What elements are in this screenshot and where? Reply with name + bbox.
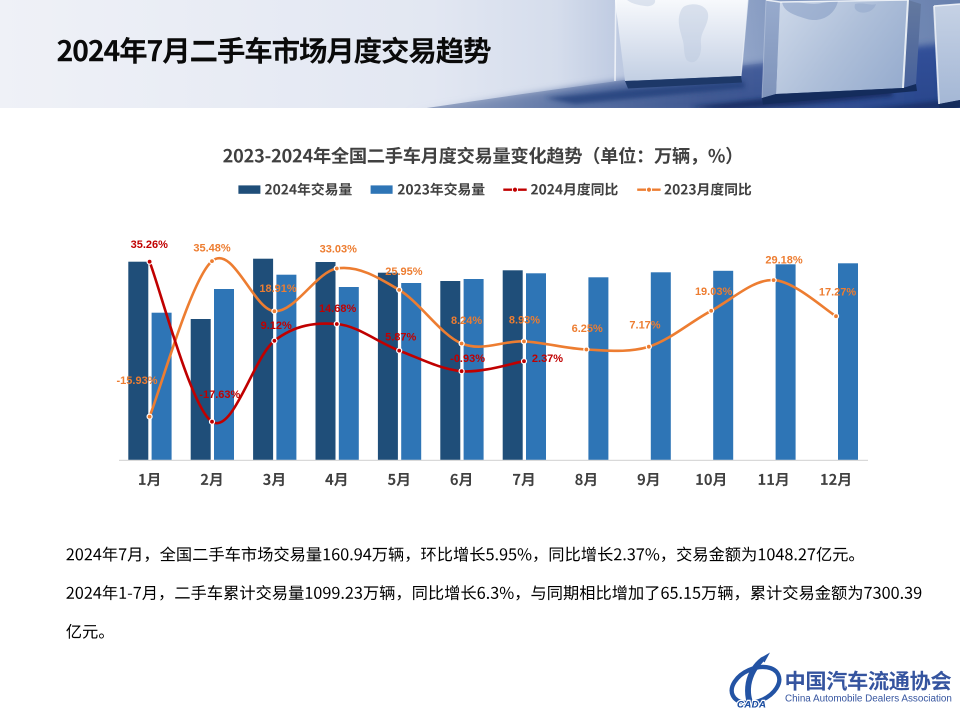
svg-text:-17.63%: -17.63% bbox=[199, 389, 240, 401]
svg-text:-15.93%: -15.93% bbox=[117, 375, 158, 387]
svg-text:CADA: CADA bbox=[737, 700, 766, 711]
svg-text:18.91%: 18.91% bbox=[259, 283, 297, 295]
svg-text:17.27%: 17.27% bbox=[819, 287, 857, 299]
svg-text:19.03%: 19.03% bbox=[695, 286, 733, 298]
svg-text:29.18%: 29.18% bbox=[765, 255, 803, 267]
svg-text:7.17%: 7.17% bbox=[629, 320, 660, 332]
svg-text:14.68%: 14.68% bbox=[319, 303, 357, 315]
svg-text:8.24%: 8.24% bbox=[451, 315, 482, 327]
svg-text:25.95%: 25.95% bbox=[385, 266, 423, 278]
svg-text:35.26%: 35.26% bbox=[131, 239, 169, 251]
svg-text:2.37%: 2.37% bbox=[532, 353, 563, 365]
svg-text:CADA: CADA bbox=[737, 700, 766, 711]
svg-text:5.87%: 5.87% bbox=[385, 331, 416, 343]
svg-text:33.03%: 33.03% bbox=[320, 244, 358, 256]
svg-text:8.93%: 8.93% bbox=[509, 314, 540, 326]
svg-text:-0.93%: -0.93% bbox=[450, 353, 485, 365]
svg-text:China Automobile Dealers Assoc: China Automobile Dealers Association bbox=[785, 693, 952, 704]
svg-text:9.12%: 9.12% bbox=[261, 320, 292, 332]
svg-text:35.48%: 35.48% bbox=[193, 242, 231, 254]
svg-text:6.25%: 6.25% bbox=[572, 323, 603, 335]
